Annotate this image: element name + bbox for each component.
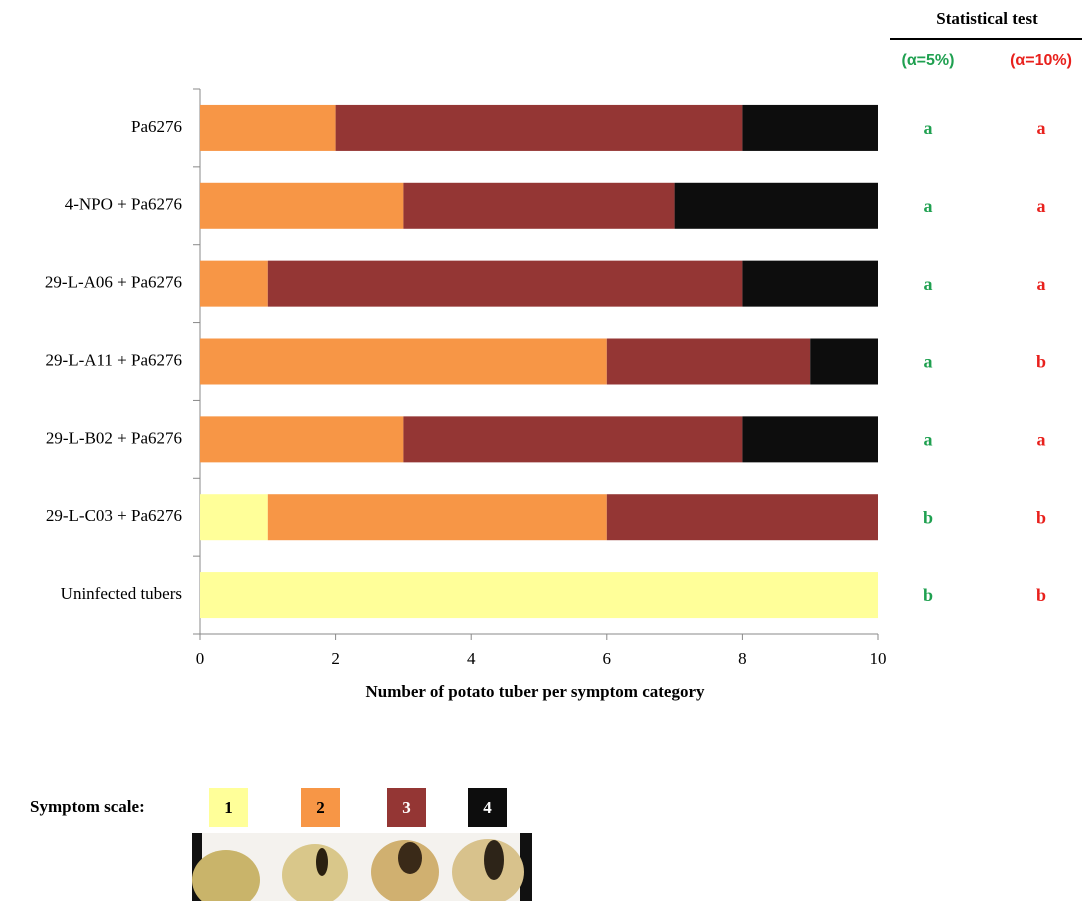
legend-label: 3	[402, 798, 411, 817]
legend-label: 4	[483, 798, 492, 817]
y-tick-label: Pa6276	[131, 117, 182, 136]
legend-label: 1	[224, 798, 233, 817]
stat-letter: a	[924, 429, 933, 449]
bar-segment	[267, 260, 743, 307]
stats-column-label: (α=10%)	[1010, 52, 1072, 69]
bar-segment	[200, 572, 878, 619]
stat-letter: b	[1036, 352, 1046, 372]
legend-swatch	[301, 788, 340, 827]
bar-segment	[200, 494, 268, 541]
x-tick-label: 6	[603, 649, 612, 668]
bar-segment	[200, 416, 404, 463]
legend-swatch	[468, 788, 507, 827]
legend-swatch	[209, 788, 248, 827]
bar-segment	[267, 494, 607, 541]
stat-letter: b	[1036, 507, 1046, 527]
y-tick-label: 29-L-B02 + Pa6276	[46, 428, 182, 447]
bar-segment	[200, 104, 336, 151]
x-tick-label: 4	[467, 649, 476, 668]
y-tick-label: 29-L-C03 + Pa6276	[46, 506, 182, 525]
tuber-photo	[192, 833, 532, 901]
bar-segment	[403, 416, 743, 463]
x-tick-label: 2	[331, 649, 340, 668]
bar-segment	[742, 104, 878, 151]
stat-letter: b	[1036, 585, 1046, 605]
bar-segment	[742, 416, 878, 463]
stat-letter: a	[1037, 118, 1046, 138]
x-tick-label: 10	[870, 649, 887, 668]
bar-segment	[335, 104, 743, 151]
bar-segment	[403, 182, 675, 229]
stat-letter: a	[924, 196, 933, 216]
x-tick-label: 8	[738, 649, 747, 668]
y-tick-label: 4-NPO + Pa6276	[65, 195, 182, 214]
y-tick-label: Uninfected tubers	[61, 584, 182, 603]
stat-letter: a	[924, 274, 933, 294]
legend-title: Symptom scale:	[30, 797, 145, 816]
stat-letter: a	[924, 352, 933, 372]
x-tick-label: 0	[196, 649, 205, 668]
y-tick-label: 29-L-A11 + Pa6276	[46, 350, 182, 369]
bar-segment	[200, 338, 607, 385]
stat-letter: a	[1037, 429, 1046, 449]
bar-segment	[674, 182, 878, 229]
legend-swatch	[387, 788, 426, 827]
stats-title: Statistical test	[936, 9, 1038, 28]
stat-letter: b	[923, 507, 933, 527]
stats-column-label: (α=5%)	[902, 52, 955, 69]
bar-segment	[606, 494, 878, 541]
stat-letter: b	[923, 585, 933, 605]
stat-letter: a	[924, 118, 933, 138]
y-tick-label: 29-L-A06 + Pa6276	[45, 273, 182, 292]
stat-letter: a	[1037, 274, 1046, 294]
bar-segment	[200, 260, 268, 307]
x-axis-label: Number of potato tuber per symptom categ…	[365, 682, 705, 701]
bar-segment	[810, 338, 878, 385]
bar-segment	[742, 260, 878, 307]
legend-label: 2	[316, 798, 325, 817]
bar-segment	[606, 338, 811, 385]
bar-segment	[200, 182, 404, 229]
stat-letter: a	[1037, 196, 1046, 216]
